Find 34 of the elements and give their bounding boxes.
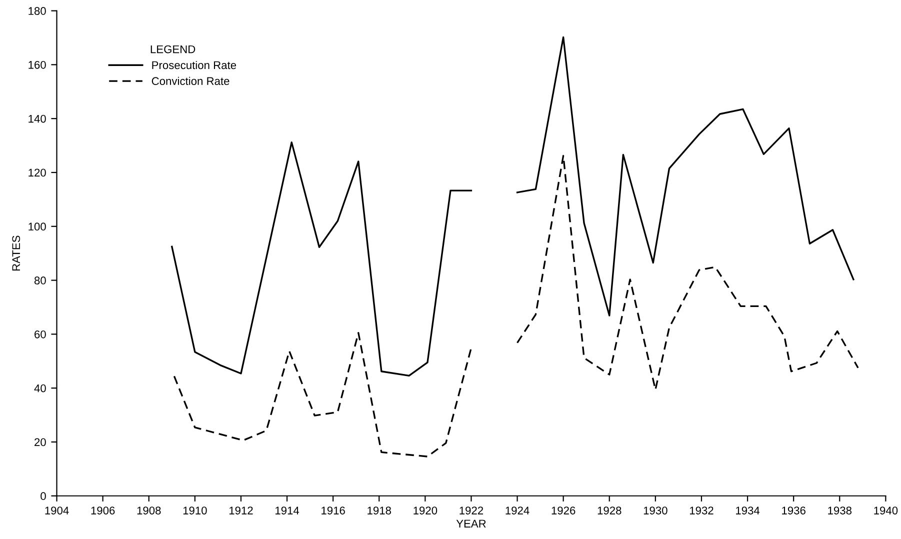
y-tick-label: 80 (34, 276, 46, 284)
x-tick-label: 1922 (460, 506, 484, 514)
x-tick-label: 1934 (736, 506, 760, 514)
y-tick-label: 140 (28, 114, 46, 123)
x-tick-label: 1930 (644, 506, 668, 514)
y-axis-title: RATES (12, 236, 20, 271)
y-tick-label: 20 (34, 438, 46, 446)
x-tick-label: 1938 (828, 506, 852, 514)
y-tick-label: 0 (40, 492, 46, 500)
x-tick-label: 1912 (229, 506, 253, 514)
x-tick-label: 1928 (598, 506, 622, 514)
y-tick-label: 40 (34, 384, 46, 392)
y-tick-label: 60 (34, 330, 46, 338)
y-tick-label: 160 (28, 60, 46, 69)
x-tick-label: 1924 (506, 506, 530, 514)
x-tick-label: 1916 (322, 506, 345, 514)
y-tick-label: 180 (28, 7, 46, 15)
x-tick-label: 1936 (782, 506, 806, 514)
x-tick-label: 1906 (91, 506, 115, 514)
x-tick-label: 1918 (368, 506, 391, 514)
y-tick-label: 100 (28, 222, 46, 231)
x-tick-label: 1920 (414, 506, 438, 514)
x-tick-label: 1904 (45, 506, 69, 514)
y-tick-label: 120 (28, 168, 46, 177)
legend-label: Prosecution Rate (152, 60, 236, 70)
x-tick-label: 1914 (276, 506, 300, 514)
x-tick-label: 1932 (690, 506, 714, 514)
x-tick-label: 1908 (137, 506, 161, 514)
x-axis-title: YEAR (456, 520, 486, 528)
x-tick-label: 1940 (874, 506, 898, 514)
x-tick-label: 1910 (183, 506, 207, 514)
legend-title: LEGEND (150, 45, 196, 54)
x-tick-label: 1926 (552, 506, 576, 514)
legend-label: Conviction Rate (152, 76, 230, 86)
